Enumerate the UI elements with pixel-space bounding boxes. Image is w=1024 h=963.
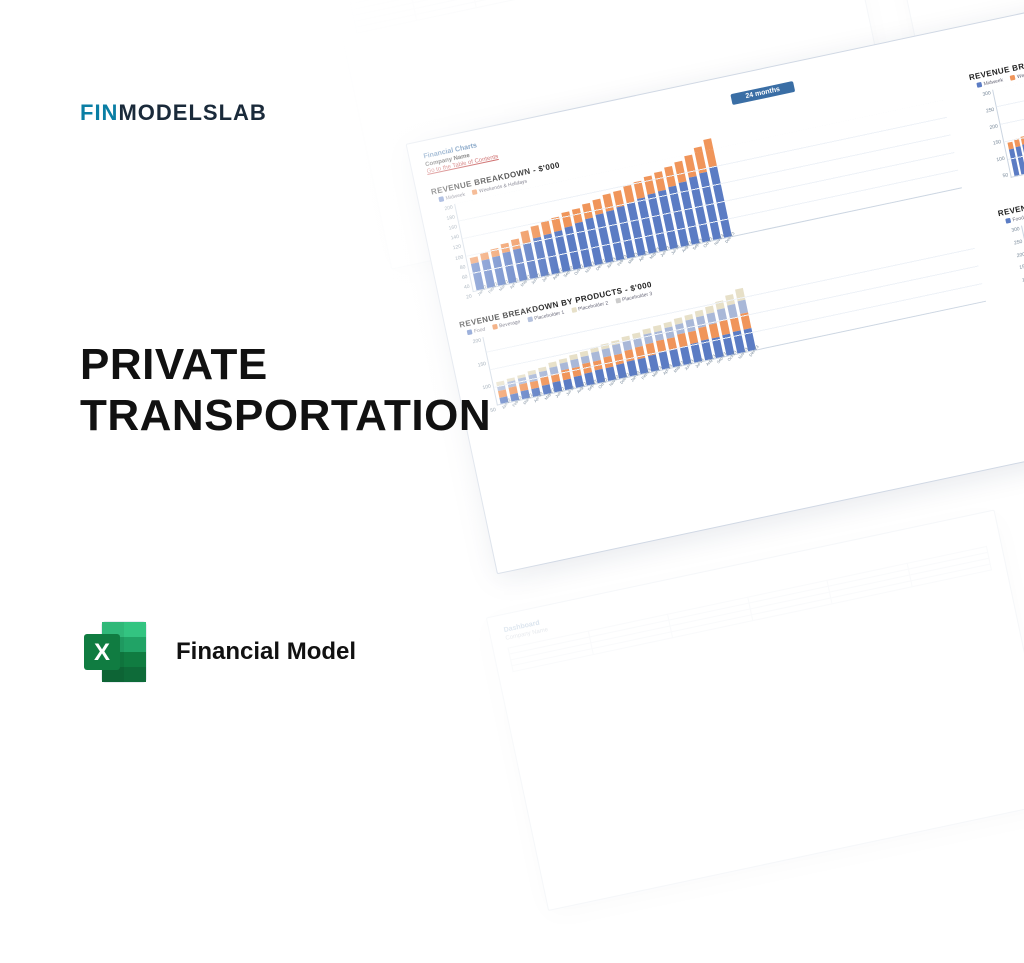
chart2-legend: Food Beverage Placeholder 1 Placeholder … [461,223,971,337]
chart-right-top-title: REVENUE BREAKDOW [968,24,1024,83]
pill-24-months: 24 months [731,81,795,105]
footer-block: X Financial Model [80,616,356,688]
sheet-toc-link: Go to the Table of Contents [426,144,545,175]
chart-right-bottom-title: REVENUE BREA [997,159,1024,218]
page-title: PRIVATE TRANSPORTATION [80,340,491,441]
brand-logo: FINMODELSLAB [80,100,267,126]
sheet-brand-line: Financial Charts [423,129,542,161]
chart2-bars [482,233,986,405]
chart1-bars [454,100,962,292]
excel-icon: X [80,616,152,688]
chart1-title: REVENUE BREAKDOWN - $'000 [430,80,941,197]
product-type: Financial Model [176,638,356,666]
chart-right-top-bars [992,44,1024,178]
chart1-legend: Midweek Weekends & Holidays [432,90,942,204]
svg-text:X: X [94,639,110,666]
main-chart-sheet: Financial Charts Company Name Go to the … [406,0,1024,574]
chart2-title: REVENUE BREAKDOWN BY PRODUCTS - $'000 [458,213,969,330]
background-spreadsheet-mock: Dashboard Company Name Financial Charts … [290,0,1024,963]
sheet-company: Company Name [425,137,544,168]
